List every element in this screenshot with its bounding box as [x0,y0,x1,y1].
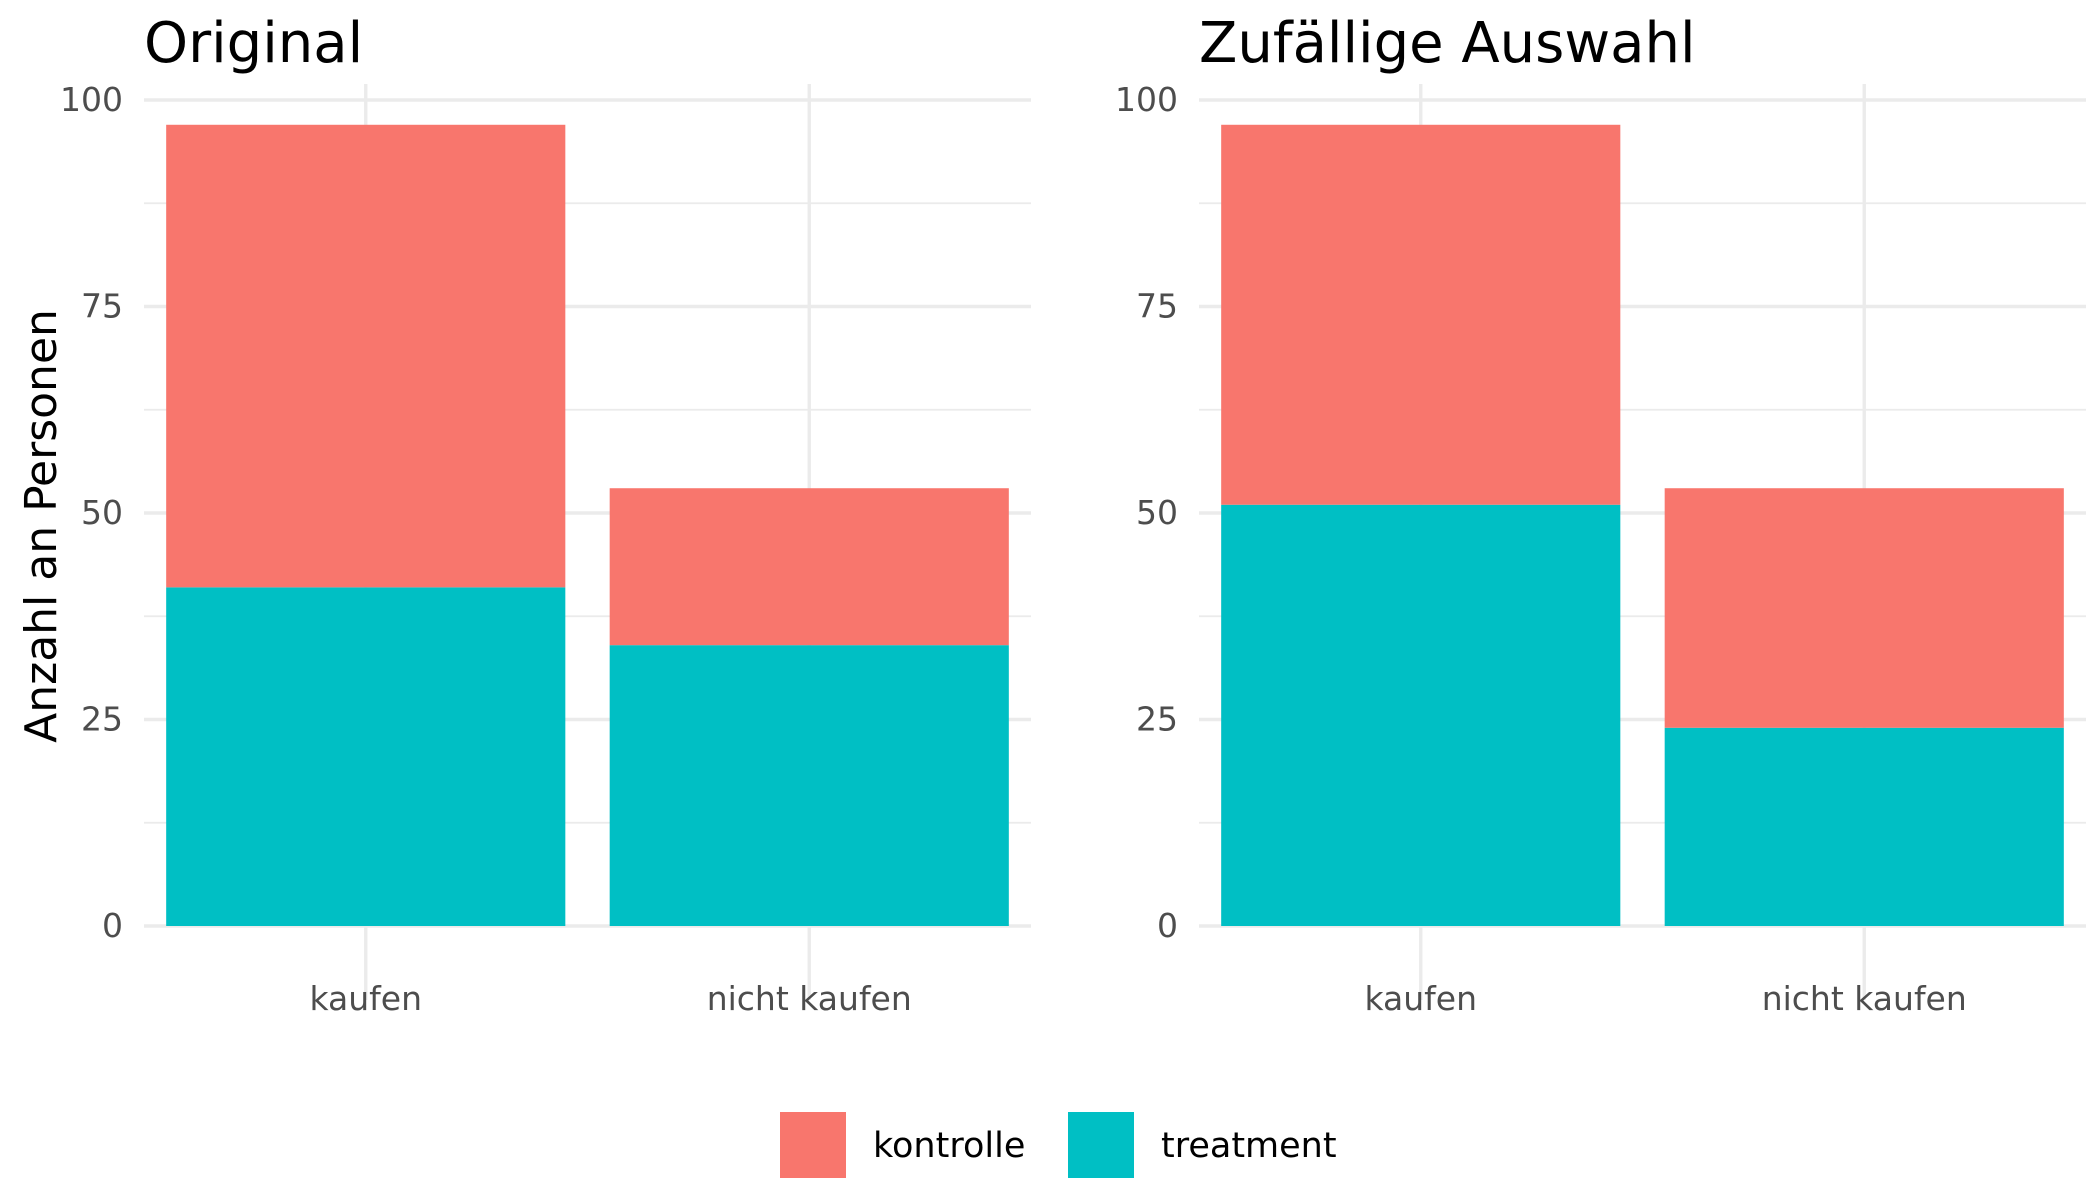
x-tick-label: kaufen [1364,979,1477,1018]
y-tick-label: 25 [1136,700,1178,739]
legend-label-treatment: treatment [1161,1126,1337,1166]
bar-treatment-nicht-kaufen [1664,727,2064,926]
x-tick-label: nicht kaufen [707,979,912,1018]
y-tick-label: 25 [81,700,123,739]
y-tick-label: 100 [1115,80,1178,119]
y-tick-label: 0 [1157,906,1178,945]
x-tick-label: nicht kaufen [1762,979,1967,1018]
y-tick-label: 0 [102,906,123,945]
bar-kontrolle-nicht-kaufen [609,488,1009,646]
legend: kontrolle treatment [780,1112,1337,1178]
panel-title: Zufällige Auswahl [1199,11,1696,76]
y-tick-label: 100 [60,80,123,119]
legend-label-kontrolle: kontrolle [873,1126,1025,1166]
panel-zufaellige-auswahl: Zufällige Auswahl 0 25 50 75 100 kaufen nicht k… [1115,11,2086,1018]
x-tick-label: kaufen [309,979,422,1018]
y-axis-label: Anzahl an Personen [16,309,67,743]
bar-treatment-kaufen [1221,504,1621,926]
legend-key-kontrolle [780,1112,846,1178]
y-tick-label: 75 [81,287,123,326]
bar-treatment-kaufen [166,587,566,926]
y-tick-label: 50 [81,493,123,532]
panel-original: Original 0 25 50 75 100 kaufen nicht kaufen [60,11,1031,1018]
bar-kontrolle-kaufen [1221,124,1621,505]
bar-kontrolle-kaufen [166,124,566,588]
y-tick-label: 50 [1136,493,1178,532]
panel-title: Original [144,11,363,76]
y-tick-label: 75 [1136,287,1178,326]
legend-key-treatment [1068,1112,1134,1178]
bar-treatment-nicht-kaufen [609,645,1009,926]
bar-kontrolle-nicht-kaufen [1664,488,2064,728]
